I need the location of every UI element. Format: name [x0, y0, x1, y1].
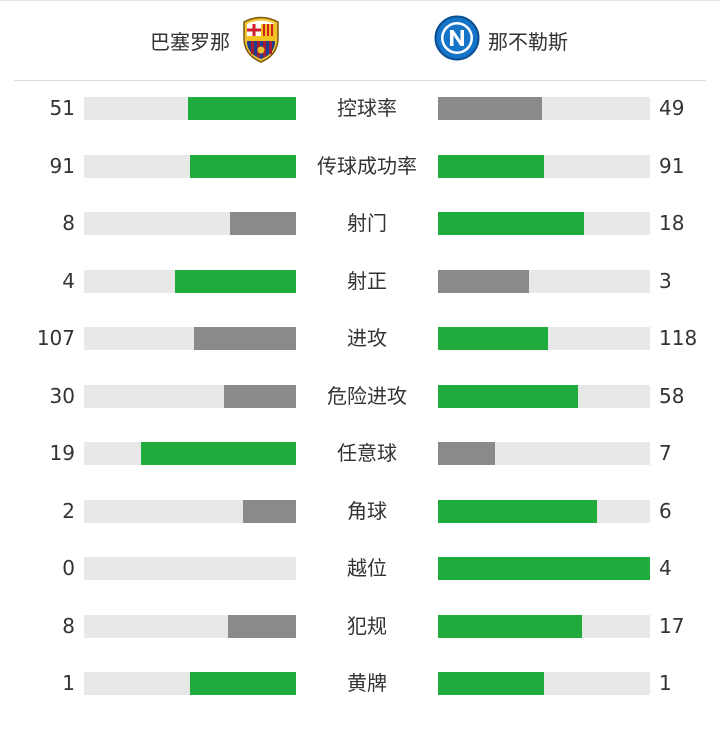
- home-stat-bar-track: [84, 154, 296, 178]
- stat-row-fouls: 8 犯规 17: [0, 598, 720, 656]
- home-stat-bar-fill: [228, 614, 296, 638]
- stat-label: 危险进攻: [327, 383, 407, 408]
- home-team-name: 巴塞罗那: [150, 29, 230, 54]
- home-stat-value: 51: [49, 96, 75, 120]
- home-stat-bar-fill: [190, 154, 296, 178]
- stat-row-attacks: 107 进攻 118: [0, 310, 720, 368]
- stat-row-offsides: 0 越位 4: [0, 540, 720, 598]
- away-stat-value: 18: [659, 211, 685, 235]
- away-team-name: 那不勒斯: [488, 29, 568, 54]
- away-stat-bar-track: [438, 499, 650, 523]
- home-stat-value: 4: [62, 268, 75, 293]
- home-stat-bar-fill: [223, 384, 296, 408]
- away-stat-value: 58: [659, 383, 685, 408]
- stat-label: 犯规: [347, 613, 387, 638]
- stat-row-pass-accuracy: 91 传球成功率 91: [0, 138, 720, 196]
- away-stat-value: 6: [659, 498, 672, 523]
- away-stat-bar-fill: [438, 614, 583, 638]
- home-stat-bar-track: [84, 97, 296, 120]
- away-stat-bar-track: [438, 672, 650, 695]
- stat-label: 传球成功率: [317, 153, 417, 178]
- away-stat-value: 49: [659, 96, 685, 120]
- fc-barcelona-crest-icon: [238, 12, 284, 68]
- home-stat-value: 1: [62, 671, 75, 695]
- home-stat-value: 2: [62, 498, 75, 523]
- home-stat-bar-fill: [243, 499, 296, 523]
- top-border: [0, 0, 720, 1]
- stat-label: 越位: [347, 556, 387, 580]
- home-team[interactable]: 巴塞罗那: [150, 14, 284, 66]
- home-stat-bar-fill: [230, 212, 296, 235]
- home-stat-bar-track: [84, 327, 296, 350]
- away-stat-bar-fill: [438, 212, 585, 235]
- away-stat-bar-fill: [438, 557, 650, 580]
- away-stat-bar-fill: [438, 327, 549, 350]
- stat-row-corners: 2 角球 6: [0, 483, 720, 541]
- match-header: 巴塞罗那: [0, 0, 720, 80]
- stat-label: 进攻: [347, 326, 387, 350]
- stat-label: 控球率: [337, 96, 397, 120]
- away-stat-bar-fill: [438, 384, 578, 408]
- home-stat-bar-fill: [194, 327, 296, 350]
- stat-row-dangerous-attacks: 30 危险进攻 58: [0, 368, 720, 426]
- home-stat-bar-track: [84, 269, 296, 293]
- home-stat-bar-track: [84, 557, 296, 580]
- home-stat-value: 19: [49, 441, 75, 465]
- stat-label: 任意球: [337, 441, 397, 465]
- home-stat-value: 107: [36, 326, 75, 350]
- away-stat-bar-fill: [438, 499, 597, 523]
- away-stat-bar-track: [438, 442, 650, 465]
- stat-label: 射门: [347, 211, 387, 235]
- stat-row-shots-on-target: 4 射正 3: [0, 253, 720, 311]
- home-stat-value: 0: [62, 556, 75, 580]
- home-stat-bar-track: [84, 614, 296, 638]
- away-stat-value: 91: [659, 153, 685, 178]
- stat-label: 黄牌: [347, 671, 387, 695]
- home-stat-bar-track: [84, 442, 296, 465]
- home-stat-bar-fill: [187, 97, 296, 120]
- home-stat-value: 8: [62, 211, 75, 235]
- away-stat-bar-track: [438, 97, 650, 120]
- home-stat-value: 91: [49, 153, 75, 178]
- away-stat-bar-track: [438, 327, 650, 350]
- away-stat-value: 7: [659, 441, 672, 465]
- home-stat-bar-track: [84, 212, 296, 235]
- away-stat-bar-track: [438, 212, 650, 235]
- ssc-napoli-crest-icon: [434, 15, 480, 65]
- home-stat-bar-fill: [141, 442, 296, 465]
- away-stat-bar-fill: [438, 442, 496, 465]
- away-stat-bar-fill: [438, 154, 544, 178]
- away-stat-bar-track: [438, 557, 650, 580]
- home-stat-bar-track: [84, 672, 296, 695]
- home-stat-value: 8: [62, 613, 75, 638]
- stat-row-shots: 8 射门 18: [0, 195, 720, 253]
- away-stat-bar-fill: [438, 269, 530, 293]
- header-divider: [14, 80, 706, 81]
- stat-row-possession: 51 控球率 49: [0, 80, 720, 138]
- stat-row-yellow-cards: 1 黄牌 1: [0, 655, 720, 713]
- away-stat-value: 3: [659, 268, 672, 293]
- home-stat-bar-track: [84, 384, 296, 408]
- away-stat-bar-track: [438, 269, 650, 293]
- home-stat-bar-fill: [175, 269, 296, 293]
- away-stat-value: 1: [659, 671, 672, 695]
- away-stat-bar-fill: [438, 672, 544, 695]
- away-stat-bar-track: [438, 154, 650, 178]
- stat-row-free-kicks: 19 任意球 7: [0, 425, 720, 483]
- stat-label: 角球: [347, 498, 387, 523]
- away-team[interactable]: 那不勒斯: [434, 14, 568, 66]
- away-stat-bar-fill: [438, 97, 542, 120]
- home-stat-bar-fill: [190, 672, 296, 695]
- away-stat-value: 118: [659, 326, 698, 350]
- away-stat-bar-track: [438, 384, 650, 408]
- away-stat-bar-track: [438, 614, 650, 638]
- stat-label: 射正: [347, 268, 387, 293]
- away-stat-value: 4: [659, 556, 672, 580]
- away-stat-value: 17: [659, 613, 685, 638]
- home-stat-bar-track: [84, 499, 296, 523]
- home-stat-value: 30: [49, 383, 75, 408]
